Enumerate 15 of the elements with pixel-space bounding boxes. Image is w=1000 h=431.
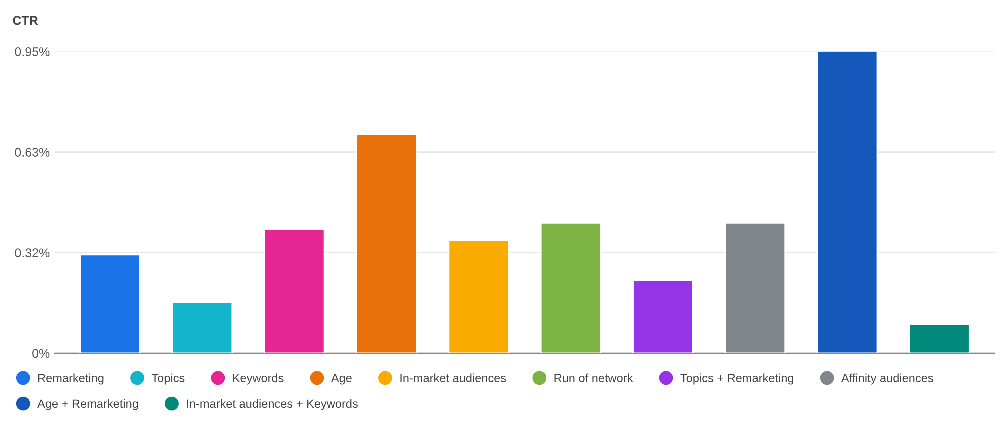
legend-label: Run of network — [554, 374, 634, 382]
legend-label: In-market audiences — [400, 374, 506, 382]
y-tick-label: 0.63% — [15, 148, 50, 157]
legend-label: Age + Remarketing — [38, 399, 138, 410]
legend-label: Age — [331, 374, 352, 385]
legend-label: Affinity audiences — [842, 374, 934, 385]
y-tick-label: 0% — [32, 349, 50, 358]
y-axis-title: CTR — [13, 16, 38, 26]
y-tick-label: 0.32% — [15, 248, 50, 258]
legend-label: Topics — [152, 374, 185, 385]
legend-label: Remarketing — [38, 374, 104, 385]
legend-label: In-market audiences + Keywords — [187, 399, 358, 410]
legend-label: Topics + Remarketing — [680, 374, 794, 385]
legend-label: Keywords — [233, 374, 284, 385]
y-tick-label: 0.95% — [15, 48, 50, 56]
